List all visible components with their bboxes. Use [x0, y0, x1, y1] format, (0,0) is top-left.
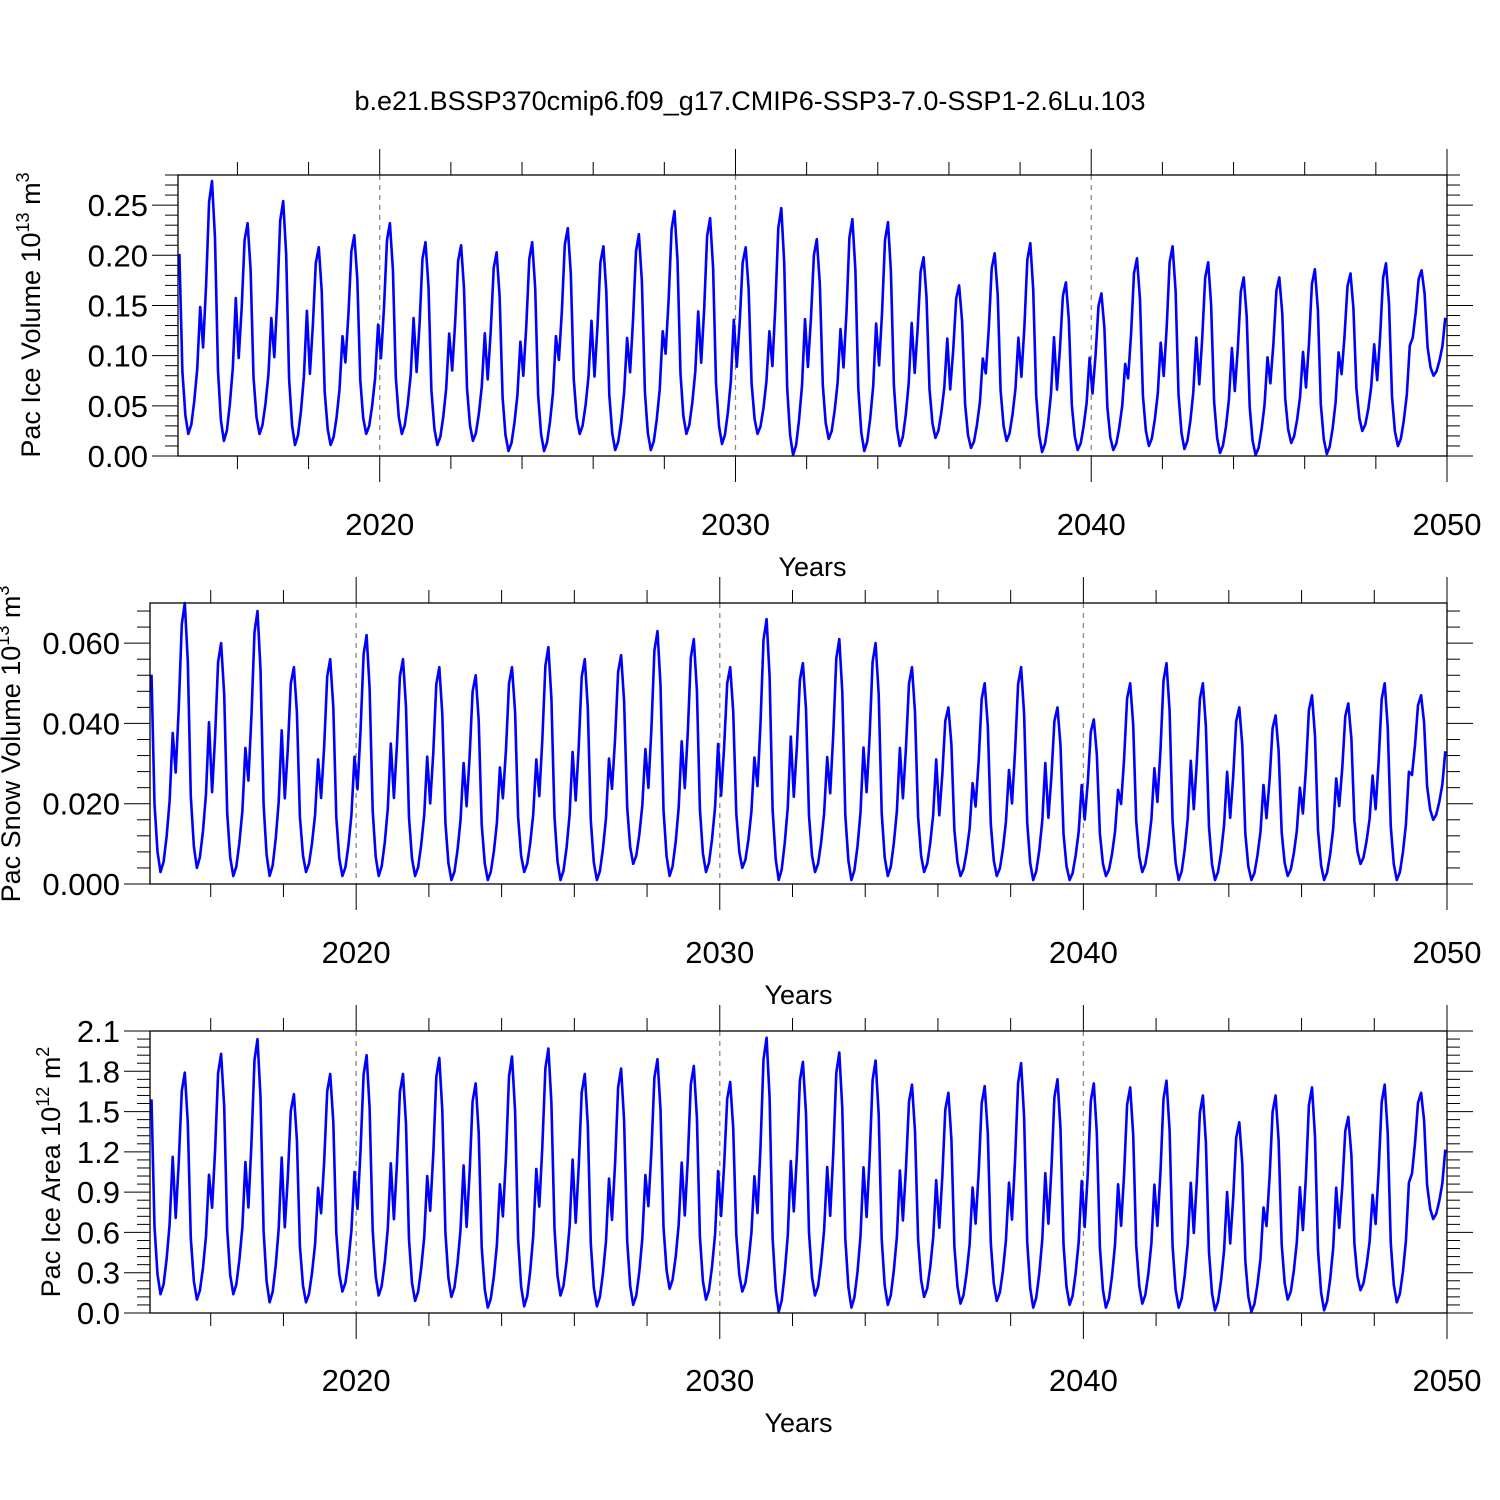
x-tick-label: 2050 — [1413, 507, 1482, 542]
y-axis-label: Pac Ice Volume 1013 m3 — [13, 172, 46, 457]
series-line — [150, 601, 1447, 882]
x-tick-label: 2050 — [1413, 935, 1482, 970]
x-tick-label: 2030 — [685, 1363, 754, 1398]
panel-ice-area: 0.0 0.3 0.6 0.9 1.2 1.5 1.8 2.1 2020 2030 2040 2050… — [33, 1005, 1481, 1438]
plot-frame — [149, 1030, 1448, 1314]
x-tick-label: 2020 — [322, 935, 391, 970]
plot-frame — [149, 602, 1448, 885]
y-tick-label: 1.8 — [77, 1054, 120, 1089]
y-tick-label: 0.25 — [88, 188, 148, 223]
x-tick-label: 2050 — [1413, 1363, 1482, 1398]
plots: 0.00 0.05 0.10 0.15 0.20 0.25 2020 2030 2040 2050… — [0, 149, 1481, 1438]
x-tick-label: 2040 — [1049, 935, 1118, 970]
y-tick-label: 0.00 — [88, 439, 148, 474]
y-tick-label: 1.2 — [77, 1135, 120, 1170]
x-tick-label: 2030 — [701, 507, 770, 542]
y-tick-label: 0.10 — [88, 339, 148, 374]
y-tick-label: 1.5 — [77, 1095, 120, 1130]
y-axis-label: Pac Snow Volume 1013 m3 — [0, 586, 26, 903]
y-tick-label: 0.6 — [77, 1215, 120, 1250]
y-tick-label: 2.1 — [77, 1014, 120, 1049]
y-tick-label: 0.020 — [42, 787, 120, 822]
y-tick-label: 0.05 — [88, 389, 148, 424]
y-tick-label: 0.000 — [42, 867, 120, 902]
x-tick-label: 2020 — [322, 1363, 391, 1398]
x-axis-label: Years — [764, 980, 832, 1010]
panel-snow-volume: 0.000 0.020 0.040 0.060 2020 2030 2040 2050 Year… — [0, 577, 1481, 1010]
x-axis-label: Years — [778, 552, 846, 582]
y-tick-label: 0.9 — [77, 1175, 120, 1210]
y-tick-label: 0.15 — [88, 288, 148, 323]
x-tick-label: 2020 — [345, 507, 414, 542]
series-line — [178, 179, 1447, 457]
x-axis-label: Years — [764, 1408, 832, 1438]
x-tick-label: 2040 — [1049, 1363, 1118, 1398]
panel-ice-volume: 0.00 0.05 0.10 0.15 0.20 0.25 2020 2030 2040 2050… — [13, 149, 1481, 582]
y-tick-label: 0.040 — [42, 706, 120, 741]
y-tick-label: 0.0 — [77, 1296, 120, 1331]
x-tick-label: 2040 — [1057, 507, 1126, 542]
y-tick-label: 0.3 — [77, 1256, 120, 1291]
y-axis-label: Pac Ice Area 1012 m2 — [33, 1047, 66, 1298]
x-tick-label: 2030 — [685, 935, 754, 970]
plot-frame — [177, 174, 1448, 457]
figure-title: b.e21.BSSP370cmip6.f09_g17.CMIP6-SSP3-7.… — [355, 86, 1146, 116]
y-tick-label: 0.060 — [42, 626, 120, 661]
y-tick-label: 0.20 — [88, 238, 148, 273]
series-line — [150, 1036, 1447, 1313]
